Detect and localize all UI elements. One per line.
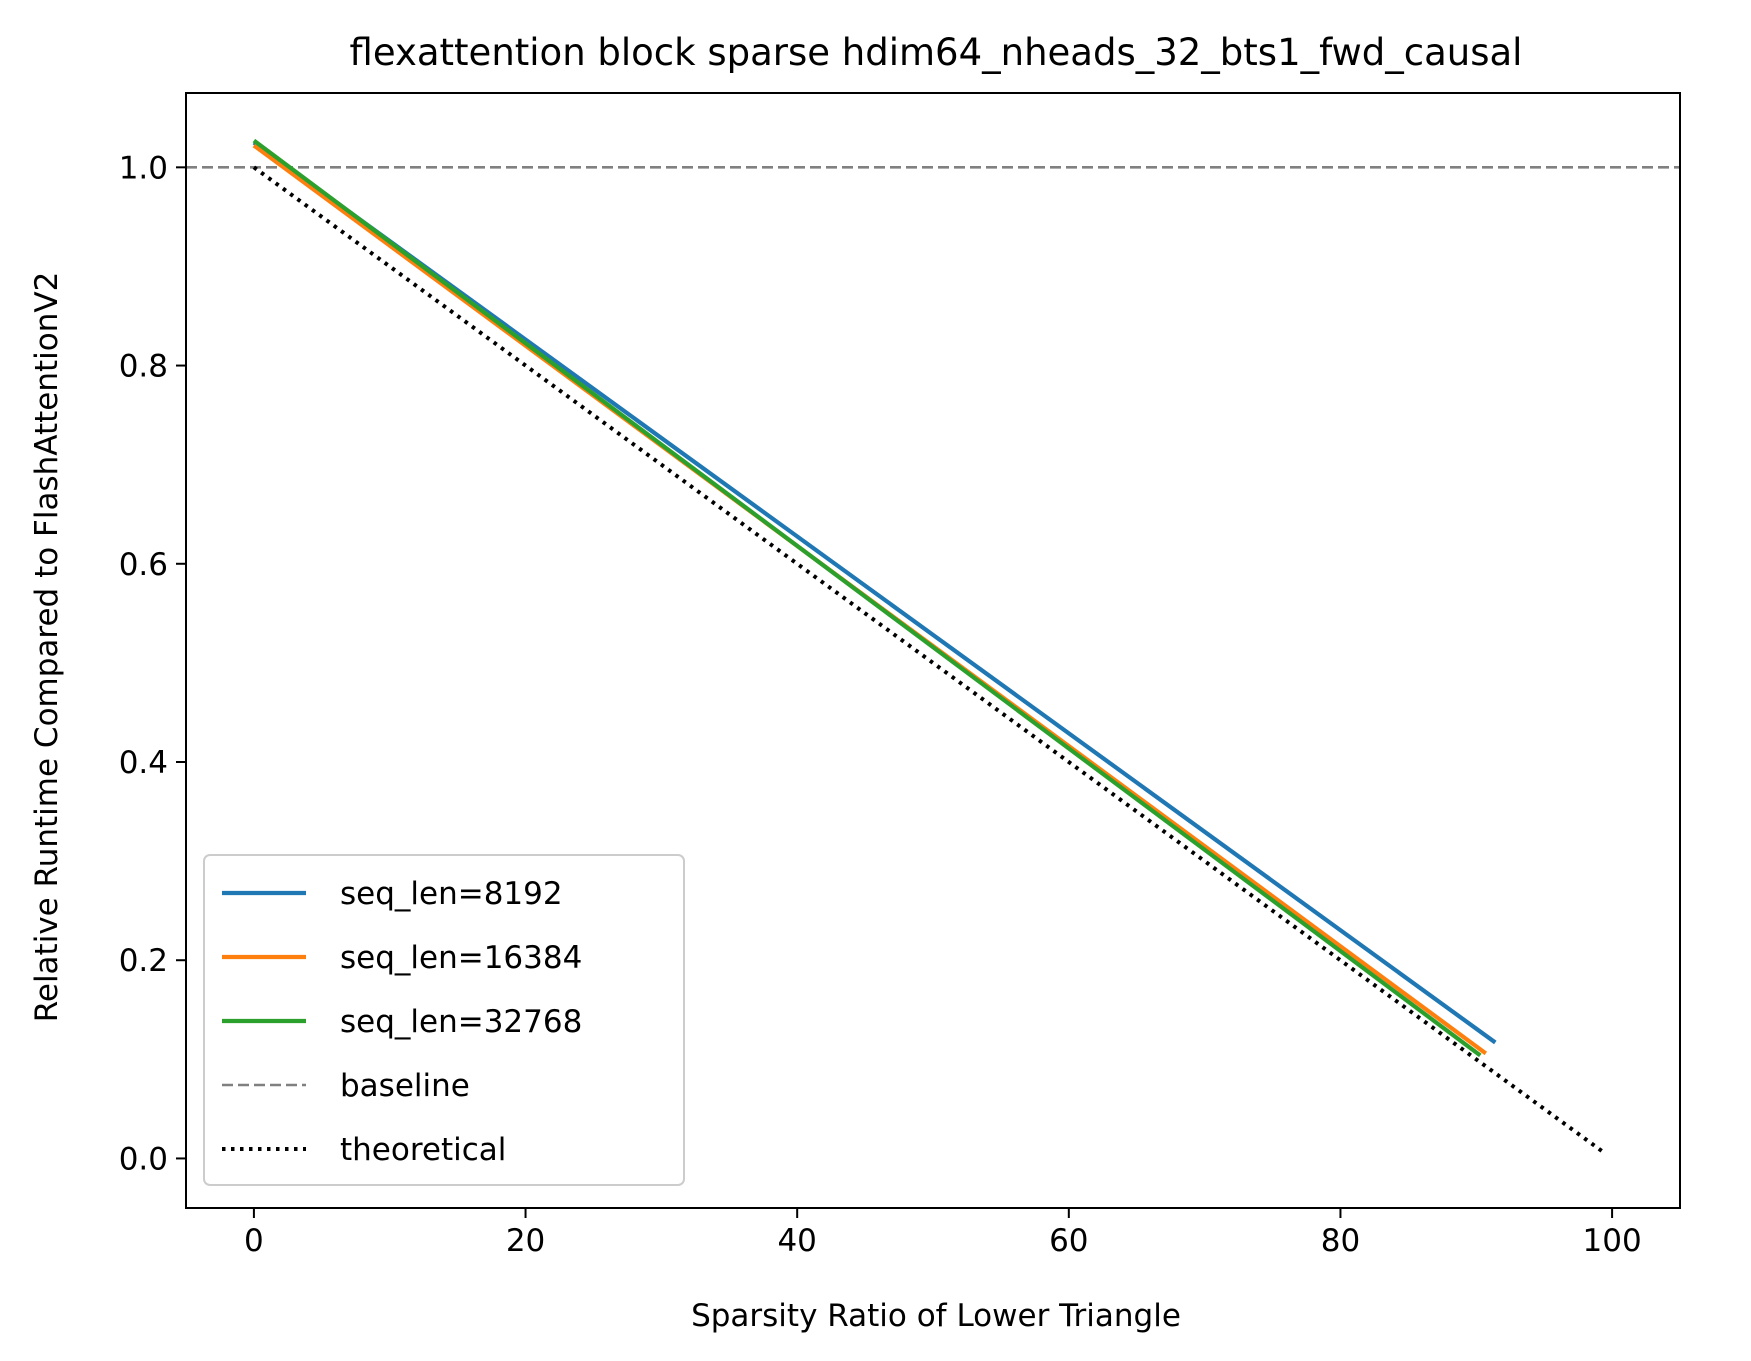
legend-entry: seq_len=16384	[340, 940, 582, 976]
x-tick-label: 80	[1321, 1223, 1360, 1259]
plot-area: 0 20 40 60 80 100 0.0 0.2 0.4 0.6 0.8 1.0	[119, 92, 1681, 1259]
series-group	[186, 138, 1680, 1155]
y-tick-label: 0.6	[119, 547, 168, 583]
y-tick-label: 0.2	[119, 943, 168, 979]
legend-entry: baseline	[340, 1068, 470, 1104]
chart-title: flexattention block sparse hdim64_nheads…	[350, 31, 1523, 74]
x-tick-label: 0	[244, 1223, 264, 1259]
axes-frame	[185, 92, 1681, 1209]
x-tick-label: 20	[506, 1223, 545, 1259]
x-tick-label: 100	[1583, 1223, 1642, 1259]
y-tick-label: 0.8	[119, 349, 168, 385]
x-axis-label: Sparsity Ratio of Lower Triangle	[691, 1298, 1181, 1334]
x-tick-label: 60	[1049, 1223, 1088, 1259]
legend: seq_len=8192 seq_len=16384 seq_len=32768ba…	[203, 854, 685, 1186]
legend-entry: theoretical	[340, 1132, 506, 1168]
y-tick-label: 0.0	[119, 1141, 168, 1177]
y-tick-label: 1.0	[119, 150, 168, 186]
legend-entry: seq_len=8192	[340, 876, 563, 912]
legend-entry: seq_len=32768	[340, 1004, 582, 1040]
series-line-seq-len-32768	[252, 138, 1482, 1058]
legend-box	[203, 854, 685, 1186]
y-tick-label: 0.4	[119, 745, 168, 781]
y-axis-label: Relative Runtime Compared to FlashAttent…	[29, 272, 65, 1023]
x-tick-label: 40	[777, 1223, 816, 1259]
